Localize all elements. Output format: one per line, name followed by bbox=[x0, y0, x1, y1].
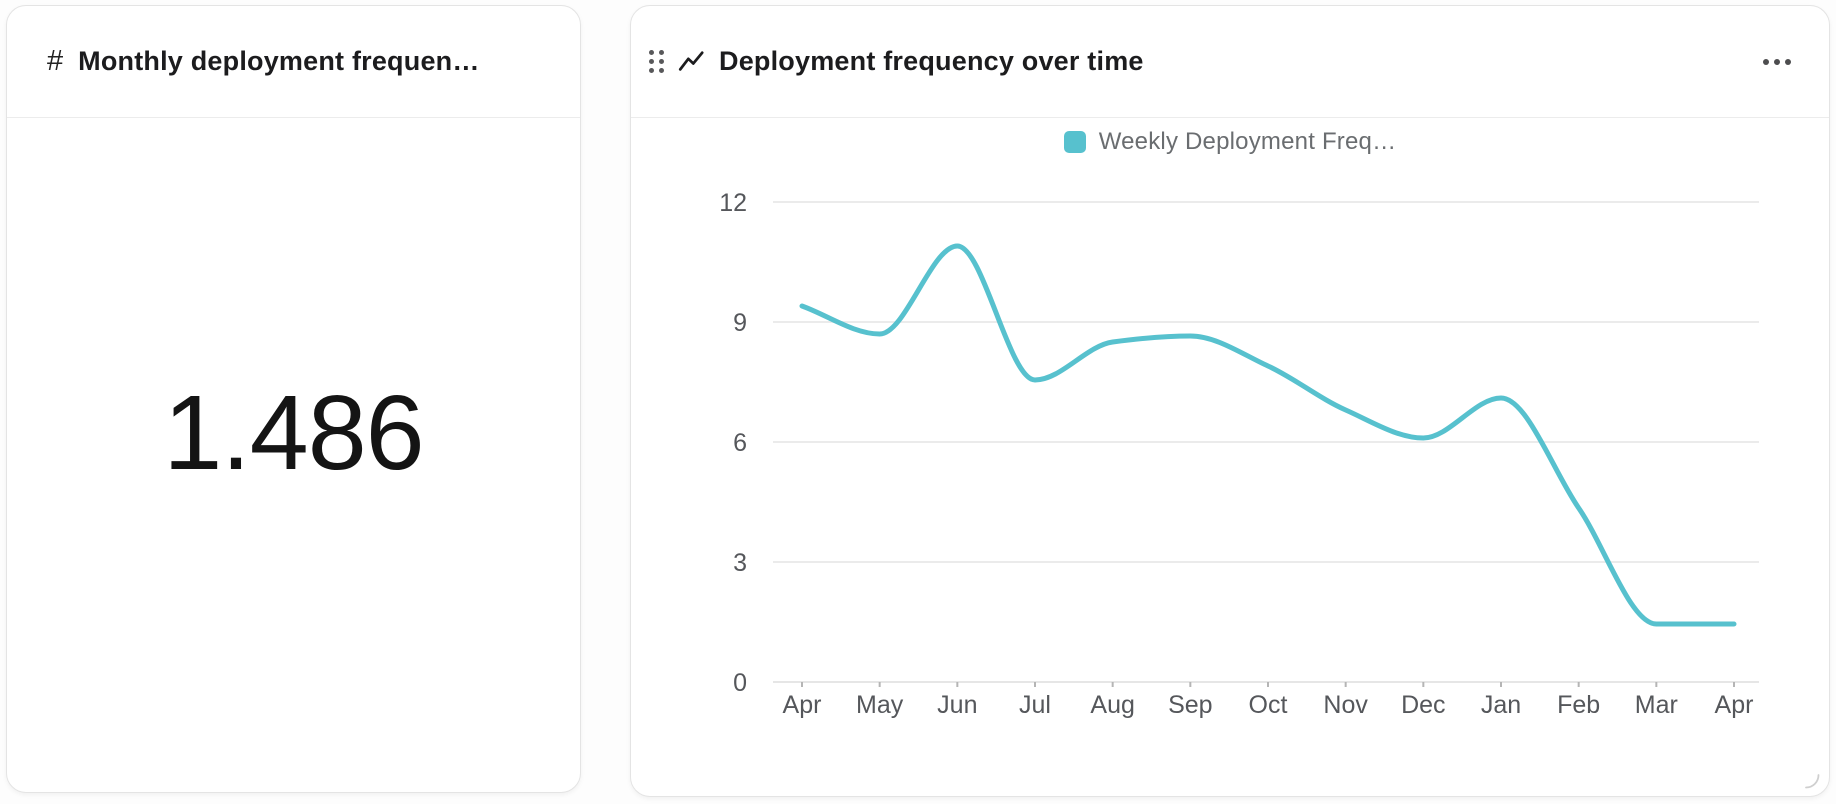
x-axis-tick-label: Jun bbox=[937, 691, 977, 719]
y-axis-tick-label: 9 bbox=[733, 309, 747, 337]
deployment-frequency-line-chart: 0 3 6 9 12 Apr May Jun Jul Aug Sep Oct Nov Dec Jan Feb M… bbox=[719, 189, 1759, 719]
line-chart-icon bbox=[678, 51, 704, 71]
x-axis-tick-label: Aug bbox=[1090, 691, 1134, 719]
y-axis-tick-label: 12 bbox=[719, 189, 747, 217]
chart-card: Deployment frequency over time Weekly De… bbox=[630, 5, 1830, 797]
x-axis-tick-label: Oct bbox=[1249, 691, 1288, 719]
x-axis-tick-label: May bbox=[856, 691, 904, 719]
chart-legend[interactable]: Weekly Deployment Freq… bbox=[631, 128, 1829, 156]
chart-card-title: Deployment frequency over time bbox=[719, 46, 1144, 76]
x-axis-tick-label: Jul bbox=[1019, 691, 1051, 719]
x-axis-tick-label: Jan bbox=[1481, 691, 1521, 719]
number-tile-icon: # bbox=[47, 45, 64, 77]
series-line bbox=[799, 243, 1737, 627]
y-axis-tick-label: 3 bbox=[733, 549, 747, 577]
x-axis-tick-label: Nov bbox=[1323, 691, 1368, 719]
chart-card-body: Weekly Deployment Freq… 0 3 6 9 12 Apr May Jun J… bbox=[631, 118, 1829, 796]
legend-label: Weekly Deployment Freq… bbox=[1098, 128, 1397, 155]
x-axis-tick-label: Dec bbox=[1401, 691, 1445, 719]
metric-card-header: # Monthly deployment frequen… bbox=[7, 6, 580, 118]
x-axis-tick-label: Mar bbox=[1635, 691, 1678, 719]
x-axis-tick-label: Sep bbox=[1168, 691, 1212, 719]
metric-card-body: 1.486 bbox=[7, 118, 580, 792]
more-menu-button[interactable] bbox=[1759, 53, 1795, 71]
metric-card-title: Monthly deployment frequen… bbox=[78, 46, 480, 76]
ellipsis-dot bbox=[1774, 58, 1780, 65]
chart-card-header: Deployment frequency over time bbox=[631, 6, 1829, 118]
ellipsis-dot bbox=[1785, 58, 1791, 65]
x-axis-tick-label: Feb bbox=[1557, 691, 1600, 719]
metric-card: # Monthly deployment frequen… 1.486 bbox=[6, 5, 581, 793]
x-axis-tick-label: Apr bbox=[1715, 691, 1754, 719]
resize-handle[interactable] bbox=[1803, 772, 1820, 789]
drag-handle-icon[interactable] bbox=[649, 50, 664, 73]
y-axis-tick-label: 6 bbox=[733, 429, 747, 457]
ellipsis-dot bbox=[1763, 58, 1769, 65]
x-axis-tick-label: Apr bbox=[783, 691, 822, 719]
legend-swatch bbox=[1063, 131, 1086, 153]
metric-value: 1.486 bbox=[163, 374, 424, 492]
y-axis-tick-label: 0 bbox=[733, 669, 747, 697]
